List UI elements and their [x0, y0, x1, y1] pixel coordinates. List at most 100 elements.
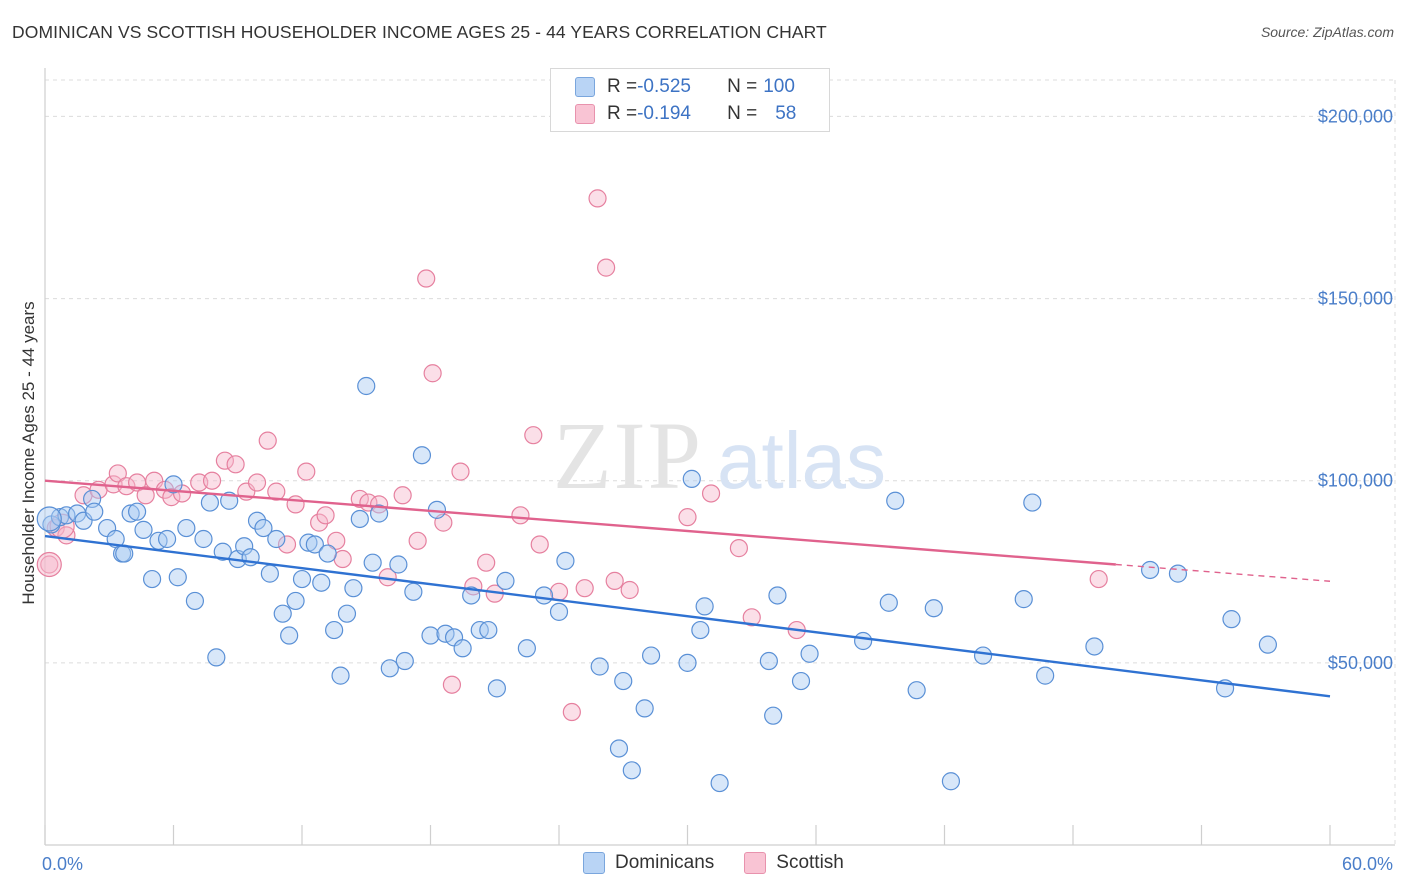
data-point	[393, 486, 412, 505]
data-point	[36, 506, 62, 532]
data-point	[127, 502, 147, 521]
data-point	[622, 761, 641, 780]
data-point	[312, 573, 331, 592]
data-point	[389, 555, 408, 574]
y-tick-label: $150,000	[1318, 289, 1393, 309]
data-point	[588, 189, 607, 208]
data-point	[442, 675, 462, 694]
data-point	[768, 586, 787, 605]
data-point	[1258, 635, 1277, 654]
data-point	[260, 564, 279, 583]
data-point	[423, 364, 442, 383]
data-point	[421, 626, 440, 645]
data-point	[134, 520, 153, 539]
chart-title: DOMINICAN VS SCOTTISH HOUSEHOLDER INCOME…	[12, 22, 827, 42]
data-point	[404, 582, 423, 601]
data-point	[791, 671, 811, 691]
data-point	[370, 495, 389, 514]
legend-swatch-scottish	[744, 852, 767, 874]
data-point	[299, 533, 318, 552]
data-point	[380, 659, 399, 678]
data-point	[350, 509, 369, 529]
data-point	[764, 706, 783, 725]
data-point	[327, 531, 346, 550]
data-point	[267, 482, 286, 501]
data-point	[316, 506, 335, 525]
data-point	[549, 582, 569, 601]
trend-line-dominicans	[44, 534, 1331, 698]
data-point	[247, 473, 267, 492]
series-legend: Dominicans Scottish	[583, 852, 874, 874]
data-point	[1140, 560, 1160, 580]
data-point	[408, 531, 427, 550]
data-point	[511, 506, 530, 525]
data-point	[395, 651, 414, 671]
data-point	[609, 739, 629, 758]
data-point	[177, 518, 196, 538]
data-point	[200, 493, 220, 512]
data-point	[742, 608, 761, 627]
data-point	[417, 269, 436, 288]
data-point	[701, 484, 721, 503]
data-point	[363, 553, 382, 572]
data-point	[292, 569, 312, 589]
trend-extension-scottish	[1115, 563, 1331, 582]
data-point	[549, 602, 569, 621]
legend-r-label: R =	[607, 103, 638, 124]
data-point	[273, 604, 292, 623]
data-point	[879, 593, 898, 612]
legend-r-value: -0.194	[637, 103, 691, 124]
data-point	[534, 586, 554, 605]
legend-swatch-dominicans	[583, 852, 605, 874]
data-point	[286, 495, 305, 514]
data-point	[496, 571, 515, 590]
data-point	[1036, 666, 1055, 685]
legend-n-value: 58	[775, 103, 797, 124]
data-point	[597, 258, 616, 277]
data-point	[682, 469, 701, 488]
data-point	[157, 529, 177, 549]
data-point	[235, 537, 254, 556]
data-point	[1089, 569, 1108, 589]
legend-item-dominicans: Dominicans	[583, 852, 714, 874]
data-point	[1222, 610, 1241, 629]
data-point	[729, 539, 749, 558]
data-point	[691, 620, 710, 640]
data-point	[590, 657, 609, 676]
axes	[44, 68, 1395, 846]
legend-swatch-blue	[575, 77, 595, 97]
data-point	[620, 580, 639, 600]
watermark: ZIP atlas	[553, 402, 886, 509]
data-point	[759, 651, 778, 671]
x-tick-label: 0.0%	[42, 854, 83, 874]
data-point	[370, 504, 389, 523]
data-point	[164, 475, 183, 494]
data-point	[907, 681, 926, 700]
data-point	[556, 551, 575, 570]
data-point	[185, 591, 205, 611]
source-credit: Source: ZipAtlas.com	[1260, 24, 1394, 40]
data-point	[562, 702, 581, 722]
data-point	[941, 772, 961, 791]
x-tick-labels: 0.0% 60.0%	[42, 854, 1393, 874]
legend-n-label: N =	[727, 103, 758, 124]
data-point	[524, 426, 543, 445]
data-point	[924, 599, 943, 618]
legend-swatch-pink	[575, 104, 595, 124]
legend-r-label: R =	[607, 76, 638, 97]
y-tick-label: $50,000	[1328, 653, 1393, 673]
y-axis-label: Householder Income Ages 25 - 44 years	[19, 301, 38, 604]
data-point	[1168, 564, 1188, 583]
data-point	[277, 535, 297, 554]
x-tick-label: 60.0%	[1342, 854, 1393, 874]
data-point	[453, 639, 472, 658]
legend-row-scottish: R = -0.194 N = 58	[551, 101, 796, 127]
legend-item-scottish: Scottish	[744, 852, 844, 874]
data-point	[641, 646, 661, 665]
data-point	[142, 569, 162, 589]
data-point	[854, 631, 873, 651]
data-point	[267, 529, 286, 549]
data-point	[215, 451, 234, 470]
data-point	[530, 535, 549, 554]
data-point	[254, 518, 273, 538]
